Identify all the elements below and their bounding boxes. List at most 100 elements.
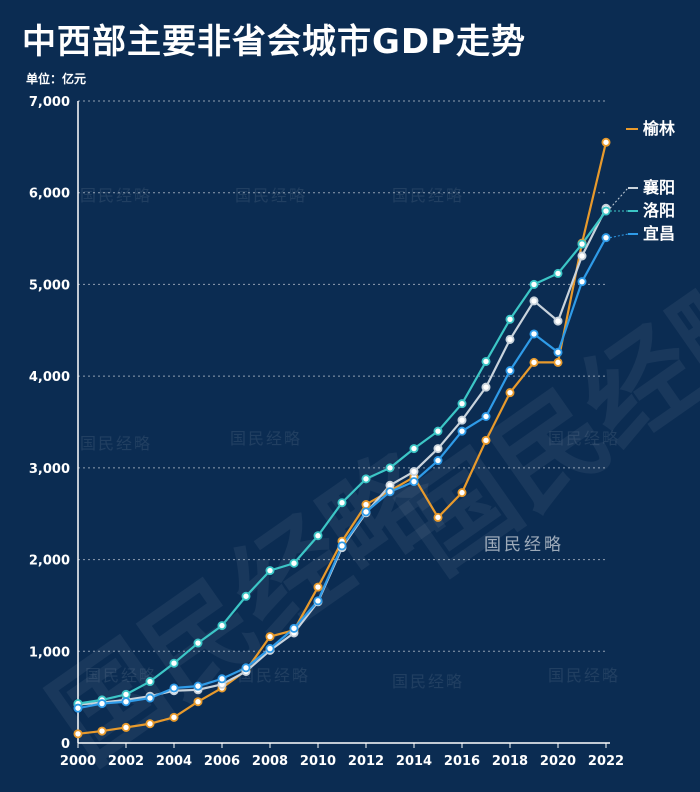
data-point-洛阳 — [602, 207, 609, 214]
x-tick-label: 2018 — [492, 754, 528, 769]
y-tick-label: 2,000 — [29, 554, 70, 569]
data-point-宜昌 — [290, 625, 297, 632]
y-tick-label: 0 — [61, 737, 70, 752]
data-point-襄阳 — [458, 417, 465, 424]
data-point-宜昌 — [170, 684, 177, 691]
data-point-宜昌 — [218, 675, 225, 682]
data-point-榆林 — [530, 359, 537, 366]
series-line-襄阳 — [78, 208, 606, 704]
data-point-宜昌 — [386, 488, 393, 495]
data-point-宜昌 — [98, 700, 105, 707]
data-point-宜昌 — [458, 428, 465, 435]
data-point-宜昌 — [434, 457, 441, 464]
data-point-洛阳 — [194, 639, 201, 646]
data-point-襄阳 — [506, 336, 513, 343]
data-point-洛阳 — [434, 428, 441, 435]
x-tick-label: 2004 — [156, 754, 192, 769]
data-point-榆林 — [266, 633, 273, 640]
grid-lines — [78, 101, 606, 651]
data-point-洛阳 — [482, 358, 489, 365]
data-point-宜昌 — [194, 683, 201, 690]
y-tick-label: 5,000 — [29, 278, 70, 293]
data-point-宜昌 — [122, 698, 129, 705]
data-point-洛阳 — [314, 532, 321, 539]
x-tick-label: 2012 — [348, 754, 384, 769]
data-point-宜昌 — [146, 694, 153, 701]
line-chart: 0 1,000 2,000 3,000 4,000 5,000 6,000 7,000 2000… — [0, 0, 700, 775]
y-tick-label: 7,000 — [29, 95, 70, 110]
data-point-榆林 — [122, 724, 129, 731]
x-tick-label: 2002 — [108, 754, 144, 769]
data-point-洛阳 — [122, 691, 129, 698]
data-point-榆林 — [194, 698, 201, 705]
data-point-榆林 — [146, 720, 153, 727]
y-tick-label: 4,000 — [29, 370, 70, 385]
data-point-洛阳 — [242, 593, 249, 600]
data-point-榆林 — [506, 389, 513, 396]
data-point-襄阳 — [434, 445, 441, 452]
data-point-洛阳 — [362, 475, 369, 482]
data-point-宜昌 — [314, 597, 321, 604]
data-point-榆林 — [170, 714, 177, 721]
data-point-榆林 — [314, 583, 321, 590]
data-point-宜昌 — [266, 645, 273, 652]
legend-label-宜昌: 宜昌 — [643, 224, 675, 243]
legend-leader-襄阳 — [610, 188, 628, 208]
data-point-襄阳 — [482, 384, 489, 391]
data-point-榆林 — [434, 514, 441, 521]
x-tick-label: 2010 — [300, 754, 336, 769]
data-point-宜昌 — [482, 413, 489, 420]
data-point-宜昌 — [602, 234, 609, 241]
x-tick-label: 2016 — [444, 754, 480, 769]
data-point-洛阳 — [530, 281, 537, 288]
data-point-襄阳 — [410, 468, 417, 475]
legend-leader-宜昌 — [610, 234, 628, 238]
x-tick-label: 2000 — [60, 754, 96, 769]
data-point-洛阳 — [458, 400, 465, 407]
data-point-洛阳 — [386, 464, 393, 471]
x-tick-label: 2020 — [540, 754, 576, 769]
data-point-洛阳 — [410, 445, 417, 452]
x-tick-label: 2008 — [252, 754, 288, 769]
series-lines — [74, 139, 609, 738]
x-tick-label: 2006 — [204, 754, 240, 769]
data-point-洛阳 — [578, 240, 585, 247]
y-tick-label: 6,000 — [29, 187, 70, 202]
legend-label-洛阳: 洛阳 — [643, 201, 675, 220]
data-point-洛阳 — [146, 678, 153, 685]
data-point-宜昌 — [338, 542, 345, 549]
data-point-襄阳 — [530, 297, 537, 304]
data-point-榆林 — [98, 727, 105, 734]
data-point-榆林 — [362, 501, 369, 508]
data-point-宜昌 — [578, 278, 585, 285]
y-tick-label: 1,000 — [29, 645, 70, 660]
series-line-榆林 — [78, 142, 606, 734]
series-line-宜昌 — [78, 238, 606, 708]
data-point-宜昌 — [506, 367, 513, 374]
data-point-榆林 — [602, 139, 609, 146]
data-point-洛阳 — [266, 567, 273, 574]
data-point-宜昌 — [362, 508, 369, 515]
data-point-洛阳 — [338, 499, 345, 506]
data-point-宜昌 — [530, 330, 537, 337]
legend-label-襄阳: 襄阳 — [642, 178, 675, 197]
data-point-宜昌 — [242, 664, 249, 671]
data-point-洛阳 — [554, 270, 561, 277]
data-point-洛阳 — [506, 316, 513, 323]
data-point-榆林 — [554, 359, 561, 366]
y-tick-label: 3,000 — [29, 462, 70, 477]
x-tick-label: 2022 — [588, 754, 624, 769]
data-point-洛阳 — [290, 560, 297, 567]
data-point-榆林 — [482, 437, 489, 444]
data-point-洛阳 — [218, 622, 225, 629]
x-tick-label: 2014 — [396, 754, 432, 769]
data-point-襄阳 — [554, 318, 561, 325]
data-point-襄阳 — [578, 252, 585, 259]
data-point-宜昌 — [554, 349, 561, 356]
data-point-榆林 — [74, 730, 81, 737]
data-point-宜昌 — [410, 478, 417, 485]
data-point-宜昌 — [74, 705, 81, 712]
legend-label-榆林: 榆林 — [643, 119, 675, 138]
axes: 0 1,000 2,000 3,000 4,000 5,000 6,000 7,000 2000… — [29, 95, 624, 769]
